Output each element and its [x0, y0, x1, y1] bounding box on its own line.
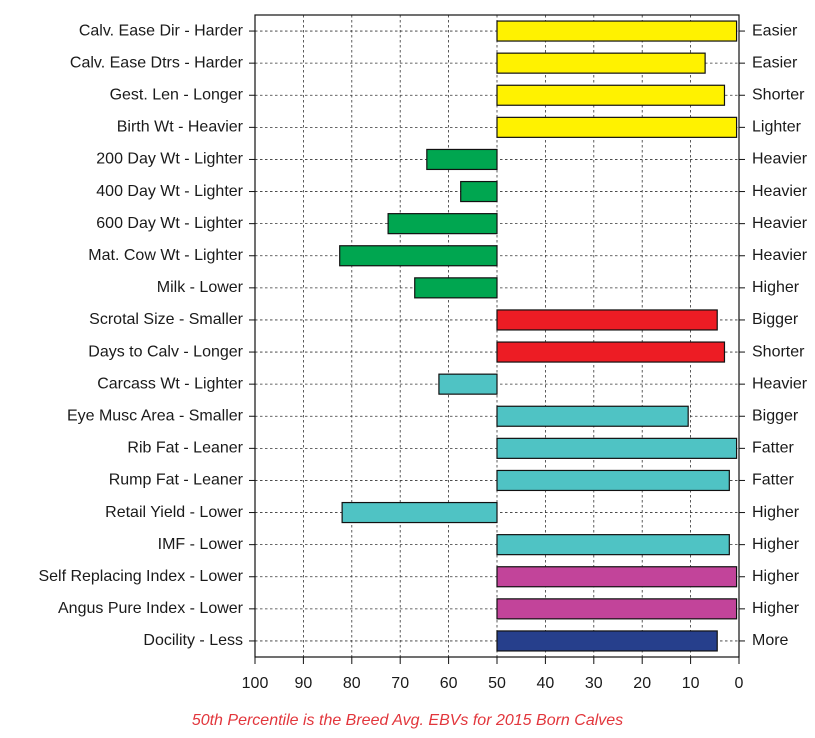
- trait-left-label: IMF - Lower: [158, 536, 244, 553]
- trait-left-label: 600 Day Wt - Lighter: [96, 215, 243, 232]
- trait-bar: [496, 437, 738, 459]
- trait-bar: [496, 469, 730, 492]
- trait-left-label: Rump Fat - Leaner: [109, 472, 244, 489]
- x-tick-label: 60: [440, 675, 458, 692]
- x-tick-label: 0: [735, 675, 744, 692]
- x-tick-label: 80: [343, 675, 361, 692]
- left-trait-labels: Calv. Ease Dir - Harder Calv. Ease Dtrs -…: [38, 22, 255, 649]
- trait-right-label: Easier: [752, 22, 798, 39]
- trait-bar: [414, 277, 498, 299]
- trait-right-label: Heavier: [752, 151, 808, 168]
- trait-right-label: Fatter: [752, 440, 794, 457]
- trait-bar: [438, 373, 498, 395]
- trait-left-label: Scrotal Size - Smaller: [89, 311, 243, 328]
- trait-left-label: Docility - Less: [143, 632, 243, 649]
- trait-right-label: Lighter: [752, 119, 802, 136]
- trait-bar: [496, 52, 706, 74]
- trait-left-label: Calv. Ease Dir - Harder: [79, 22, 244, 39]
- trait-left-label: Gest. Len - Longer: [110, 86, 244, 103]
- bars: [339, 20, 738, 652]
- trait-right-label: More: [752, 632, 789, 649]
- right-trait-labels: Easier Easier Shorter Lighter Heavier Heavier…: [739, 22, 808, 649]
- trait-left-label: 400 Day Wt - Lighter: [96, 183, 243, 200]
- x-tick-label: 10: [682, 675, 700, 692]
- trait-right-label: Shorter: [752, 86, 805, 103]
- x-tick-label: 30: [585, 675, 603, 692]
- x-tick-label: 70: [391, 675, 409, 692]
- trait-bar: [496, 20, 738, 42]
- trait-left-label: Carcass Wt - Lighter: [97, 375, 243, 392]
- trait-bar: [496, 630, 718, 652]
- trait-right-label: Higher: [752, 279, 800, 296]
- trait-right-label: Heavier: [752, 247, 808, 264]
- trait-right-label: Easier: [752, 54, 798, 71]
- trait-right-label: Higher: [752, 504, 800, 521]
- trait-bar: [387, 213, 498, 235]
- trait-right-label: Heavier: [752, 375, 808, 392]
- trait-bar: [341, 501, 498, 524]
- trait-left-label: Calv. Ease Dtrs - Harder: [70, 54, 244, 71]
- x-tick-label: 100: [242, 675, 269, 692]
- trait-right-label: Bigger: [752, 407, 799, 424]
- x-tick-label: 90: [295, 675, 313, 692]
- trait-left-label: Self Replacing Index - Lower: [38, 568, 243, 585]
- trait-bar: [339, 245, 498, 267]
- trait-left-label: Eye Musc Area - Smaller: [67, 407, 244, 424]
- trait-left-label: Retail Yield - Lower: [105, 504, 244, 521]
- trait-bar: [496, 566, 738, 588]
- trait-bar: [460, 180, 498, 203]
- trait-left-label: 200 Day Wt - Lighter: [96, 151, 243, 168]
- trait-bar: [496, 84, 726, 106]
- x-tick-label: 40: [537, 675, 555, 692]
- trait-left-label: Milk - Lower: [157, 279, 244, 296]
- trait-right-label: Bigger: [752, 311, 799, 328]
- trait-bar: [496, 341, 726, 363]
- chart-caption: 50th Percentile is the Breed Avg. EBVs f…: [191, 712, 624, 729]
- trait-left-label: Angus Pure Index - Lower: [58, 600, 244, 617]
- trait-right-label: Higher: [752, 536, 800, 553]
- trait-right-label: Higher: [752, 568, 800, 585]
- trait-right-label: Shorter: [752, 343, 805, 360]
- trait-bar: [496, 116, 738, 138]
- trait-bar: [496, 405, 689, 427]
- trait-left-label: Birth Wt - Heavier: [117, 119, 244, 136]
- trait-right-label: Higher: [752, 600, 800, 617]
- trait-right-label: Fatter: [752, 472, 794, 489]
- x-tick-label: 50: [488, 675, 506, 692]
- trait-right-label: Heavier: [752, 215, 808, 232]
- trait-left-label: Mat. Cow Wt - Lighter: [88, 247, 243, 264]
- x-tick-label: 20: [633, 675, 651, 692]
- grid: [255, 15, 739, 657]
- trait-left-label: Rib Fat - Leaner: [127, 440, 243, 457]
- trait-bar: [426, 148, 498, 171]
- trait-left-label: Days to Calv - Longer: [88, 343, 243, 360]
- trait-bar: [496, 534, 730, 556]
- x-axis-ticks: 100 90 80 70 60 50 40 30 20 10 0: [242, 657, 744, 692]
- trait-bar: [496, 598, 738, 620]
- trait-right-label: Heavier: [752, 183, 808, 200]
- trait-bar: [496, 309, 718, 331]
